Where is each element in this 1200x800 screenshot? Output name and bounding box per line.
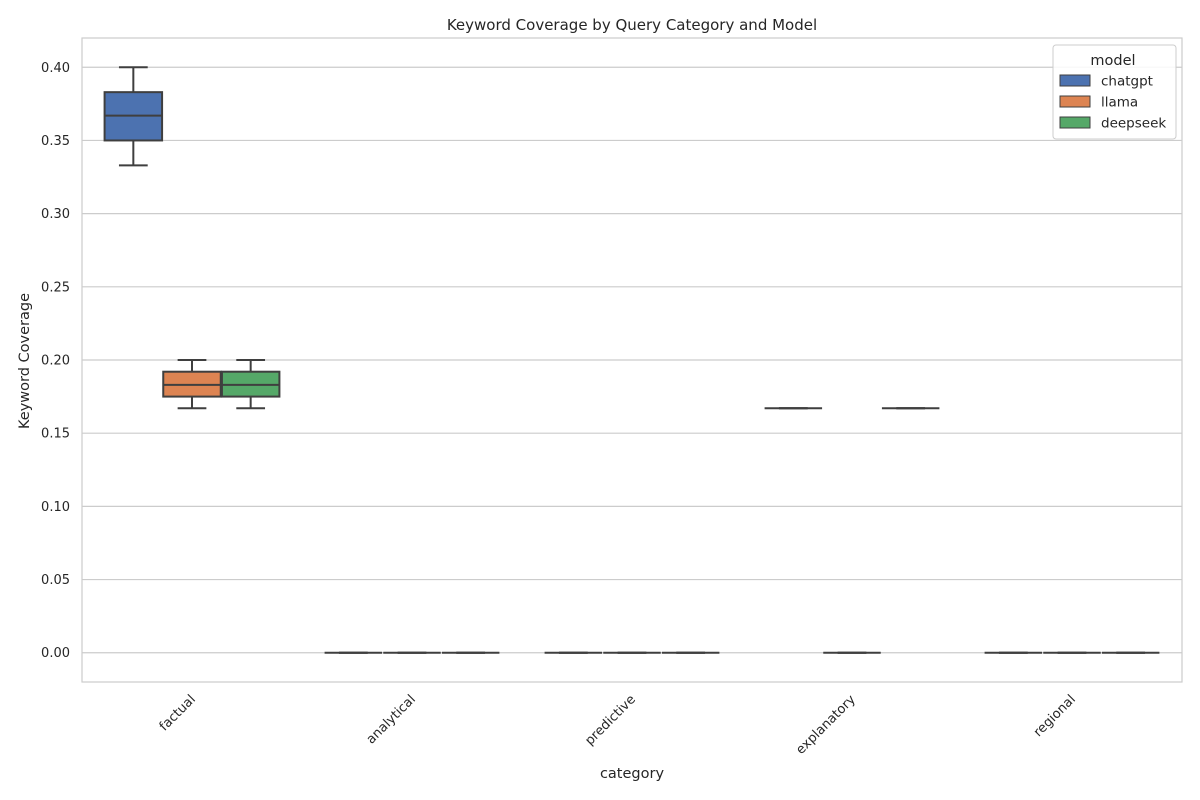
x-tick-label: factual <box>157 692 199 734</box>
y-tick-label: 0.30 <box>41 207 70 222</box>
legend: model chatgpt llama deepseek <box>1052 44 1177 140</box>
y-tick-label: 0.05 <box>41 573 70 588</box>
box-deepseek-factual <box>220 359 281 410</box>
legend-swatch-llama <box>1059 95 1091 108</box>
x-axis-label: category <box>600 766 665 782</box>
x-tick-label: predictive <box>582 692 638 748</box>
chart-title: Keyword Coverage by Query Category and M… <box>447 16 817 34</box>
y-tick-label: 0.40 <box>41 61 70 76</box>
box-llama-factual <box>162 359 222 410</box>
box-chatgpt-factual <box>103 66 164 167</box>
legend-title: model <box>1090 53 1135 69</box>
y-tick-label: 0.00 <box>41 646 70 661</box>
legend-frame <box>1052 44 1177 140</box>
legend-label-chatgpt: chatgpt <box>1101 74 1153 90</box>
y-tick-label: 0.25 <box>41 280 70 295</box>
x-tick-label: explanatory <box>793 692 859 758</box>
legend-entries: chatgpt llama deepseek <box>1059 74 1166 132</box>
legend-label-llama: llama <box>1101 95 1138 111</box>
legend-label-deepseek: deepseek <box>1101 116 1166 132</box>
legend-swatch-deepseek <box>1059 116 1091 129</box>
y-tick-label: 0.10 <box>41 500 70 515</box>
x-tick-labels: factual analytical predictive explanatory re… <box>157 692 1079 758</box>
boxes <box>103 66 1160 654</box>
x-tick-label: analytical <box>364 692 419 747</box>
grid-lines <box>82 66 1182 654</box>
y-axis-label: Keyword Coverage <box>17 293 33 429</box>
x-tick-label: regional <box>1031 692 1079 740</box>
legend-swatch-chatgpt <box>1059 74 1091 87</box>
y-tick-label: 0.35 <box>41 134 70 149</box>
plot-frame <box>81 37 1183 683</box>
y-tick-label: 0.20 <box>41 354 70 369</box>
y-tick-label: 0.15 <box>41 427 70 442</box>
y-tick-labels: 0.00 0.05 0.10 0.15 0.20 0.25 0.30 0.35 0.40 <box>41 61 70 661</box>
